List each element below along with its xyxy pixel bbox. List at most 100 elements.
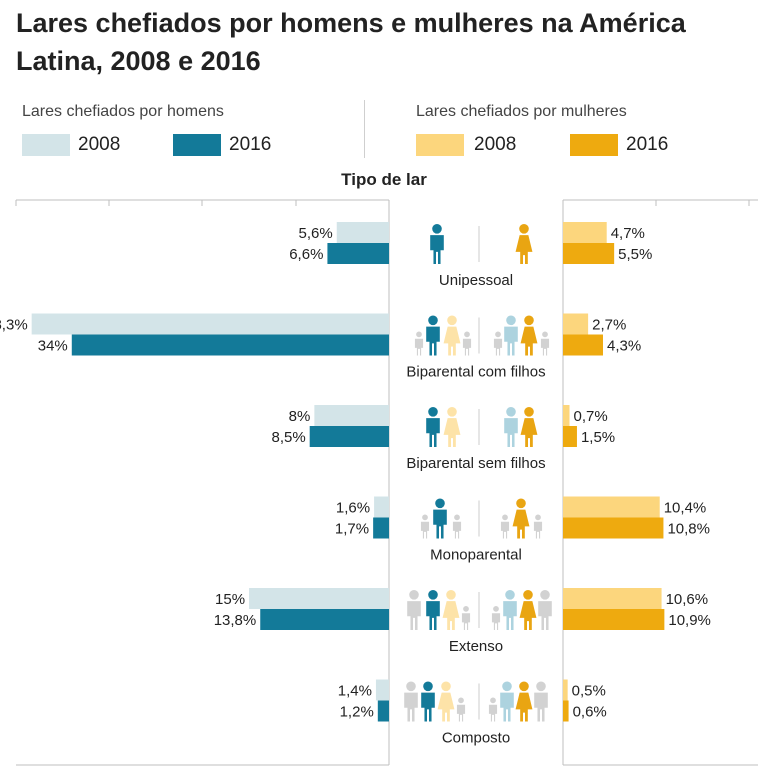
- child-figure-icon: [420, 514, 430, 539]
- label-men-2008-biparental-sem-filhos: 8%: [289, 408, 311, 425]
- category-label-extenso: Extenso: [449, 638, 503, 655]
- woman-figure-icon: [519, 590, 537, 630]
- man-figure-icon: [503, 590, 517, 630]
- label-men-2008-unipessoal: 5,6%: [299, 225, 333, 242]
- child-figure-icon: [500, 514, 510, 539]
- bar-men-2016-extenso: [260, 609, 389, 630]
- label-men-2016-biparental-sem-filhos: 8,5%: [271, 429, 305, 446]
- label-women-2016-composto: 0,6%: [573, 704, 607, 721]
- legend-swatch-men-2008: [22, 134, 70, 156]
- category-label-composto: Composto: [442, 730, 510, 747]
- label-men-2016-extenso: 13,8%: [214, 612, 257, 629]
- man-figure-icon: [404, 681, 418, 722]
- woman-figure-icon: [515, 224, 533, 264]
- legend-label-women-2008: 2008: [474, 134, 517, 155]
- bar-women-2008-biparental-com-filhos: [563, 313, 589, 335]
- category-label-unipessoal: Unipessoal: [439, 272, 513, 289]
- label-women-2016-biparental-com-filhos: 4,3%: [607, 338, 641, 355]
- man-figure-icon: [407, 590, 421, 630]
- man-figure-icon: [504, 315, 518, 356]
- bar-women-2016-biparental-com-filhos: [563, 334, 603, 356]
- child-figure-icon: [540, 331, 550, 356]
- category-label-biparental-sem-filhos: Biparental sem filhos: [406, 455, 545, 472]
- legend-divider: [364, 100, 365, 158]
- bar-men-2008-extenso: [249, 588, 389, 609]
- legend-swatch-men-2016: [173, 134, 221, 156]
- man-figure-icon: [433, 498, 447, 539]
- label-women-2008-monoparental: 10,4%: [664, 500, 707, 517]
- child-figure-icon: [491, 606, 501, 630]
- bar-men-2008-biparental-sem-filhos: [314, 405, 389, 426]
- bar-men-2008-composto: [375, 679, 389, 701]
- label-women-2008-composto: 0,5%: [572, 683, 606, 700]
- child-figure-icon: [456, 697, 466, 722]
- woman-figure-icon: [520, 315, 538, 356]
- category-label-monoparental: Monoparental: [430, 547, 522, 564]
- man-figure-icon: [504, 407, 518, 447]
- legend-label-men-2016: 2016: [229, 134, 272, 155]
- label-men-2008-monoparental: 1,6%: [336, 500, 370, 517]
- label-women-2016-biparental-sem-filhos: 1,5%: [581, 429, 615, 446]
- child-figure-icon: [461, 606, 471, 630]
- bar-women-2016-extenso: [563, 609, 665, 630]
- bar-women-2008-monoparental: [563, 496, 660, 518]
- child-figure-icon: [452, 514, 462, 539]
- bar-women-2016-biparental-sem-filhos: [563, 426, 577, 447]
- child-figure-icon: [533, 514, 543, 539]
- bar-women-2008-extenso: [563, 588, 662, 609]
- legend-swatch-women-2016: [570, 134, 618, 156]
- woman-figure-icon: [443, 315, 461, 356]
- label-men-2016-biparental-com-filhos: 34%: [38, 338, 68, 355]
- child-figure-icon: [488, 697, 498, 722]
- label-women-2016-unipessoal: 5,5%: [618, 246, 652, 263]
- bar-men-2016-biparental-sem-filhos: [309, 426, 389, 447]
- woman-figure-icon: [443, 407, 461, 447]
- bar-men-2008-monoparental: [374, 496, 389, 518]
- man-figure-icon: [426, 590, 440, 630]
- man-figure-icon: [538, 590, 552, 630]
- bar-men-2016-composto: [377, 700, 389, 722]
- label-men-2008-composto: 1,4%: [338, 683, 372, 700]
- legend-women-title: Lares chefiados por mulheres: [416, 103, 627, 120]
- label-men-2008-extenso: 15%: [215, 591, 245, 608]
- man-figure-icon: [421, 681, 435, 722]
- category-label-biparental-com-filhos: Biparental com filhos: [406, 364, 545, 381]
- bar-men-2008-unipessoal: [336, 222, 389, 243]
- woman-figure-icon: [442, 590, 460, 630]
- child-figure-icon: [462, 331, 472, 356]
- label-men-2016-unipessoal: 6,6%: [289, 246, 323, 263]
- center-header: Tipo de lar: [341, 170, 427, 189]
- label-women-2008-biparental-com-filhos: 2,7%: [592, 317, 626, 334]
- bar-women-2016-unipessoal: [563, 243, 615, 264]
- man-figure-icon: [426, 407, 440, 447]
- chart-title: Lares chefiados por homens e mulheres na…: [16, 8, 686, 76]
- legend-swatch-women-2008: [416, 134, 464, 156]
- child-figure-icon: [493, 331, 503, 356]
- label-men-2016-composto: 1,2%: [340, 704, 374, 721]
- man-figure-icon: [426, 315, 440, 356]
- woman-figure-icon: [512, 498, 530, 539]
- child-figure-icon: [414, 331, 424, 356]
- legend-label-women-2016: 2016: [626, 134, 669, 155]
- bar-women-2008-biparental-sem-filhos: [563, 405, 570, 426]
- legend-label-men-2008: 2008: [78, 134, 121, 155]
- legend-men-title: Lares chefiados por homens: [22, 103, 224, 120]
- man-figure-icon: [500, 681, 514, 722]
- label-women-2008-extenso: 10,6%: [666, 591, 709, 608]
- bar-women-2008-unipessoal: [563, 222, 607, 243]
- label-men-2016-monoparental: 1,7%: [335, 521, 369, 538]
- man-figure-icon: [534, 681, 548, 722]
- woman-figure-icon: [515, 681, 533, 722]
- label-women-2008-unipessoal: 4,7%: [611, 225, 645, 242]
- woman-figure-icon: [520, 407, 538, 447]
- label-women-2016-extenso: 10,9%: [668, 612, 711, 629]
- bar-women-2008-composto: [563, 679, 568, 701]
- bar-men-2008-biparental-com-filhos: [31, 313, 389, 335]
- bar-women-2016-composto: [563, 700, 569, 722]
- label-women-2008-biparental-sem-filhos: 0,7%: [574, 408, 608, 425]
- label-men-2008-biparental-com-filhos: 38,3%: [0, 317, 28, 334]
- man-figure-icon: [430, 224, 444, 264]
- bar-men-2016-biparental-com-filhos: [71, 334, 389, 356]
- label-women-2016-monoparental: 10,8%: [667, 521, 710, 538]
